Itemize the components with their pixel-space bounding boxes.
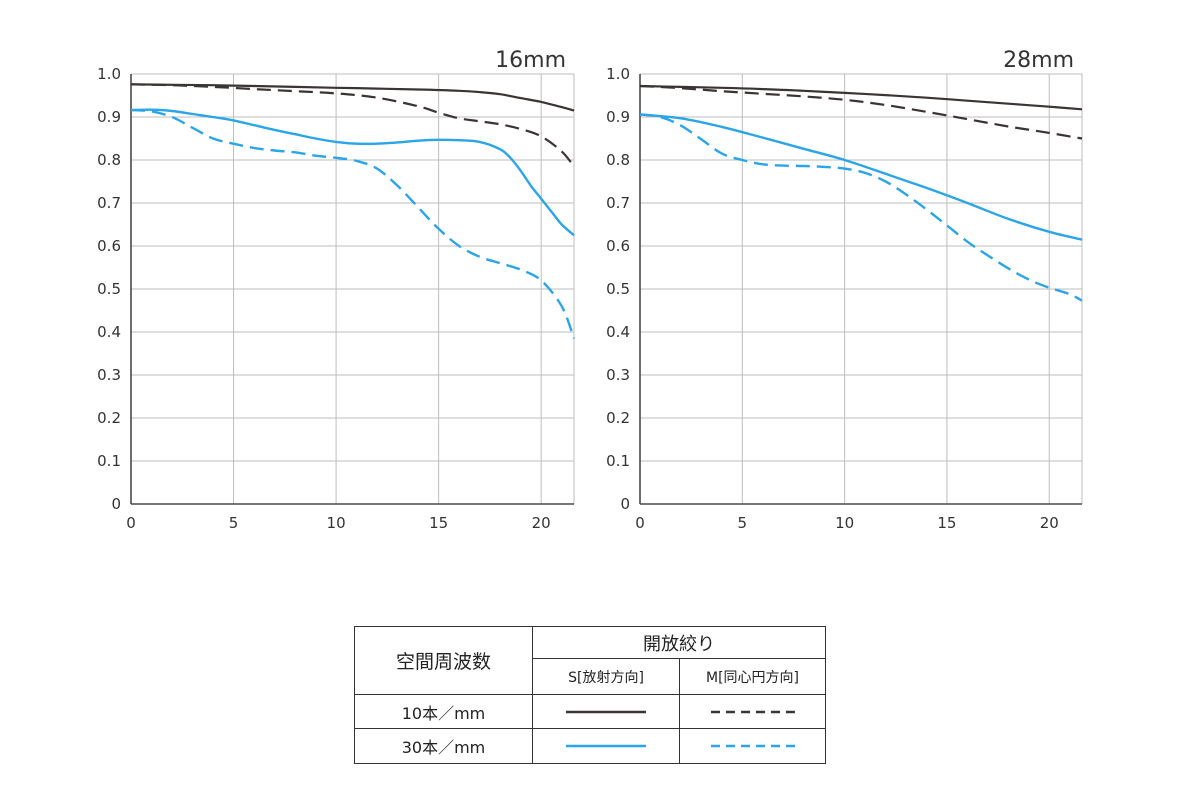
- x-tick-label: 10: [327, 514, 346, 532]
- y-tick-label: 0.8: [97, 151, 121, 169]
- legend-swatch-30-s: [532, 728, 680, 764]
- mtf-charts: 0 0.1 0.2 0.3 0.4 0.5 0.6 0.7 0.8 0.9 1.0 0 5 10 15 20 1…: [97, 48, 1083, 532]
- x-tick-label: 20: [532, 514, 551, 532]
- series-30s: [639, 113, 1083, 241]
- x-tick-label: 20: [1040, 514, 1059, 532]
- legend-swatch-10-s: [532, 694, 680, 729]
- series-30m: [639, 113, 1083, 302]
- legend-row-30-label: 30本／mm: [354, 728, 533, 764]
- y-tick-label: 0.5: [606, 280, 630, 298]
- y-tick-label: 1.0: [606, 65, 630, 83]
- series-30s: [130, 108, 575, 237]
- y-tick-label: 0.4: [606, 323, 630, 341]
- y-tick-label: 0.1: [97, 452, 121, 470]
- series-10s: [130, 83, 575, 112]
- legend-table: 空間周波数 開放絞り S[放射方向] M[同心円方向] 10本／mm 30本／m…: [354, 626, 826, 764]
- chart-0: 0 0.1 0.2 0.3 0.4 0.5 0.6 0.7 0.8 0.9 1.0 0 5 10 15 20 1…: [97, 48, 576, 532]
- x-tick-label: 0: [635, 514, 645, 532]
- legend-row-10-label: 10本／mm: [354, 694, 533, 729]
- chart-1: 0 0.1 0.2 0.3 0.4 0.5 0.6 0.7 0.8 0.9 1.0 0 5 10 15 20 2…: [606, 48, 1083, 532]
- x-tick-label: 5: [738, 514, 748, 532]
- legend-column-m: M[同心円方向]: [679, 658, 826, 695]
- legend-row-header: 空間周波数: [354, 626, 533, 695]
- y-tick-label: 0.4: [97, 323, 121, 341]
- y-tick-label: 0.3: [97, 366, 121, 384]
- y-tick-label: 0.3: [606, 366, 630, 384]
- y-tick-label: 0: [111, 495, 121, 513]
- y-tick-label: 0.8: [606, 151, 630, 169]
- series-10m: [130, 83, 575, 168]
- y-tick-label: 0.6: [606, 237, 630, 255]
- x-tick-label: 15: [429, 514, 448, 532]
- x-tick-label: 0: [126, 514, 136, 532]
- y-tick-label: 0.7: [97, 194, 121, 212]
- y-tick-label: 0: [620, 495, 630, 513]
- series-10s: [639, 84, 1083, 111]
- chart-title: 28mm: [1003, 48, 1074, 73]
- legend-swatch-10-m: [679, 694, 826, 729]
- y-tick-label: 0.1: [606, 452, 630, 470]
- x-tick-label: 15: [937, 514, 956, 532]
- x-tick-label: 10: [835, 514, 854, 532]
- legend-column-group: 開放絞り: [532, 626, 826, 659]
- x-tick-label: 5: [229, 514, 239, 532]
- y-tick-label: 0.2: [97, 409, 121, 427]
- chart-title: 16mm: [495, 48, 566, 73]
- legend-column-s: S[放射方向]: [532, 658, 680, 695]
- y-tick-label: 0.6: [97, 237, 121, 255]
- y-tick-label: 0.9: [97, 108, 121, 126]
- y-tick-label: 1.0: [97, 65, 121, 83]
- y-tick-label: 0.5: [97, 280, 121, 298]
- series-30m: [130, 108, 576, 339]
- y-tick-label: 0.2: [606, 409, 630, 427]
- y-tick-label: 0.7: [606, 194, 630, 212]
- y-tick-label: 0.9: [606, 108, 630, 126]
- legend-swatch-30-m: [679, 728, 826, 764]
